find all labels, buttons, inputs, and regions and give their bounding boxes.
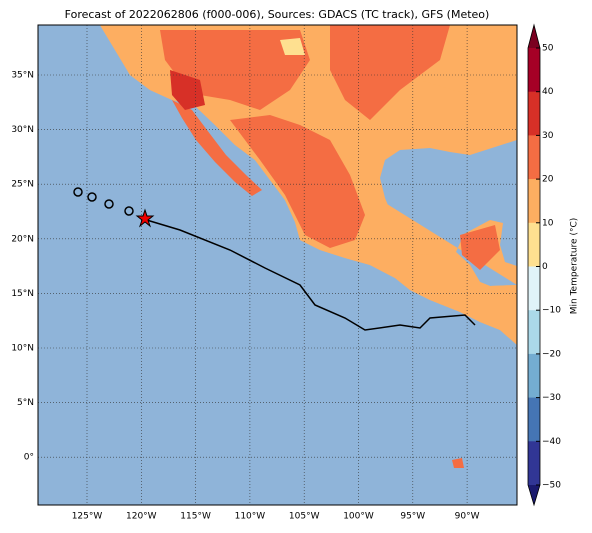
colorbar-extend [528,485,540,505]
x-tick-label: 100°W [343,512,374,522]
colorbar-tick-label: −40 [542,437,561,447]
y-tick-label: 20°N [11,234,34,244]
y-tick-label: 25°N [11,180,34,190]
x-tick-label: 105°W [289,512,320,522]
track-point [124,206,134,216]
colorbar-band [528,48,540,93]
x-tick-label: 115°W [180,512,211,522]
colorbar-band [528,353,540,399]
hot-region [460,225,500,270]
hot-region [330,25,450,120]
y-tick-label: 15°N [11,289,34,299]
track-points [73,187,134,216]
y-tick-label: 5°N [17,398,34,408]
x-tick-label: 120°W [126,512,157,522]
colorbar-band [528,397,540,442]
tc-track [139,217,476,331]
very-hot [170,70,205,110]
colorbar-band [528,91,540,136]
x-tick-label: 90°W [455,512,480,522]
colorbar-band [528,135,540,180]
colorbar-tick-label: 0 [542,262,548,272]
x-tick-label: 125°W [72,512,103,522]
colorbar-tick-label: 50 [542,44,554,54]
current-position [135,208,155,228]
colorbar-tick-label: −30 [542,393,561,403]
track-point [104,199,114,209]
colorbar-tick-label: 40 [542,87,554,97]
y-tick-label: 0° [24,453,34,463]
colorbar-band [528,222,540,267]
colorbar-tick-label: 30 [542,131,554,141]
colorbar-band [528,310,540,355]
grid [38,25,517,505]
x-tick-label: 95°W [400,512,425,522]
colorbar-label: Min Temperature (°C) [570,218,580,315]
island [452,458,464,468]
colorbar-tick-label: 10 [542,218,554,228]
y-tick-label: 35°N [11,71,34,81]
x-tick-label: 110°W [235,512,266,522]
colorbar-band [528,179,540,224]
track-point [87,192,97,202]
colorbar: 50 40 30 20 10 0 −10 −20 −30 −40 −50 [527,23,561,507]
y-tick-label: 10°N [11,344,34,354]
map-frame [37,24,518,506]
colorbar-tick-label: −10 [542,306,561,316]
colorbar-band [528,441,540,486]
colorbar-extend [528,25,540,48]
colorbar-tick-label: 20 [542,175,554,185]
colorbar-band [528,266,540,311]
colorbar-tick-label: −20 [542,349,561,359]
baja [172,100,262,196]
track-point [73,187,83,197]
colorbar-tick-label: −50 [542,481,561,491]
mild [280,38,305,55]
hot-region [230,115,365,248]
title: Forecast of 2022062806 (f000-006), Sourc… [65,8,490,21]
y-tick-label: 30°N [11,125,34,135]
